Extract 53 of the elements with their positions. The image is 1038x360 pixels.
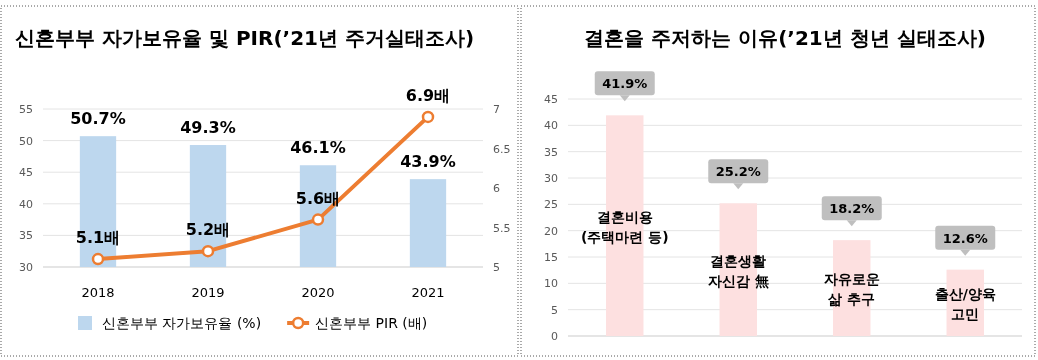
y-tick-label: 40	[19, 197, 33, 211]
picture-callout: 41.9%	[594, 71, 655, 102]
y2-tick-label: 6	[493, 182, 500, 195]
chart-title: 신혼부부 자가보유율 및 PIR(’21년 주거실태조사)	[15, 26, 475, 50]
y-tick-label: 30	[19, 261, 33, 274]
y-tick-label: 35	[19, 229, 33, 243]
y2-tick-label: 5	[493, 261, 500, 274]
y-tick-label: 25	[544, 198, 558, 212]
y-tick-label: 45	[544, 93, 558, 106]
y2-tick-label: 6.5	[493, 142, 511, 156]
data-label: 49.3%	[180, 118, 236, 138]
y-tick-label: 0	[551, 330, 558, 343]
y2-tick-label: 5.5	[493, 221, 511, 235]
y-tick-label: 45	[19, 166, 33, 180]
point	[91, 252, 105, 266]
y-tick-label: 50	[19, 134, 33, 148]
y-tick-label: 35	[544, 145, 558, 159]
data-label: 12.6%	[942, 230, 988, 246]
legend-label: 신혼부부 PIR (배)	[315, 315, 428, 331]
x-tick-label: 2018	[81, 285, 115, 300]
x-tick-label: 자유로운 삶 추구	[823, 271, 880, 308]
data-label: 5.6배	[295, 188, 341, 208]
x-tick-label: 2021	[411, 285, 445, 300]
data-label: 5.2배	[185, 220, 231, 240]
chart-title: 결혼을 주저하는 이유(’21년 청년 실태조사)	[584, 26, 986, 50]
data-label: 50.7%	[70, 109, 126, 129]
y-tick-label: 10	[544, 277, 558, 291]
x-tick-label: 2020	[301, 285, 335, 300]
x-tick-label: 출산/양육 고민	[934, 285, 996, 322]
data-label: 43.9%	[400, 152, 456, 172]
y-tick-label: 55	[19, 103, 33, 116]
y-tick-label: 15	[544, 251, 558, 264]
data-label: 5.1배	[75, 228, 121, 248]
point	[421, 110, 435, 124]
data-label: 6.9배	[405, 85, 451, 105]
picture-callout: 18.2%	[821, 196, 882, 227]
picture-callout: 25.2%	[708, 159, 769, 190]
y-tick-label: 5	[551, 303, 558, 317]
data-label: 25.2%	[715, 164, 761, 180]
y-tick-label: 40	[544, 119, 558, 133]
point	[311, 213, 325, 226]
x-tick-label: 결혼생활 자신감 無	[707, 252, 769, 289]
legend-label: 신혼부부 자가보유율 (%)	[102, 315, 262, 331]
y-tick-label: 30	[544, 172, 558, 185]
y-tick-label: 20	[544, 224, 558, 238]
picture-callout: 12.6%	[935, 225, 996, 256]
x-tick-label: 2019	[191, 285, 225, 300]
y2-tick-label: 7	[493, 103, 500, 116]
data-label: 46.1%	[290, 138, 346, 158]
data-label: 41.9%	[602, 76, 648, 92]
data-label: 18.2%	[829, 201, 875, 217]
point	[201, 244, 215, 258]
x-tick-label: 결혼비용 (주택마련 등)	[580, 208, 669, 245]
